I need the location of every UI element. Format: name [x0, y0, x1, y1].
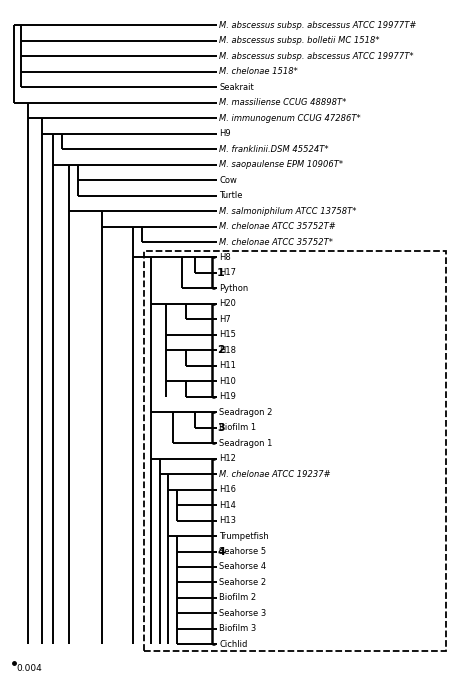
Text: H13: H13	[219, 516, 237, 525]
Text: Turtle: Turtle	[219, 191, 243, 200]
Text: Seadragon 2: Seadragon 2	[219, 407, 273, 417]
Text: H20: H20	[219, 299, 236, 308]
Text: M. chelonae 1518*: M. chelonae 1518*	[219, 67, 298, 76]
Text: H9: H9	[219, 129, 231, 139]
Text: M. saopaulense EPM 10906T*: M. saopaulense EPM 10906T*	[219, 160, 344, 169]
Text: M. abscessus subsp. abscessus ATCC 19977T#: M. abscessus subsp. abscessus ATCC 19977…	[219, 21, 417, 30]
Text: H11: H11	[219, 361, 236, 370]
Text: H17: H17	[219, 268, 237, 278]
Text: Seahorse 4: Seahorse 4	[219, 562, 266, 572]
Text: M. franklinii.DSM 45524T*: M. franklinii.DSM 45524T*	[219, 145, 329, 153]
Text: M. abscessus subsp. abscessus ATCC 19977T*: M. abscessus subsp. abscessus ATCC 19977…	[219, 52, 414, 61]
Text: 2: 2	[217, 346, 225, 355]
Text: 4: 4	[217, 547, 225, 557]
Text: 1: 1	[217, 268, 225, 278]
Text: H10: H10	[219, 377, 236, 386]
Text: M. immunogenum CCUG 47286T*: M. immunogenum CCUG 47286T*	[219, 113, 361, 123]
Text: Python: Python	[219, 284, 248, 293]
Text: H12: H12	[219, 454, 236, 463]
Text: Biofilm 3: Biofilm 3	[219, 625, 256, 634]
Text: 0.004: 0.004	[17, 664, 43, 673]
Text: H8: H8	[219, 253, 231, 262]
Text: M. chelonae ATCC 35752T#: M. chelonae ATCC 35752T#	[219, 222, 336, 231]
Text: 3: 3	[217, 423, 225, 433]
Text: Seahorse 2: Seahorse 2	[219, 578, 266, 587]
Text: Seakrait: Seakrait	[219, 83, 254, 92]
Text: M. chelonae ATCC 19237#: M. chelonae ATCC 19237#	[219, 470, 331, 479]
Text: M. abscessus subsp. bolletii MC 1518*: M. abscessus subsp. bolletii MC 1518*	[219, 37, 380, 45]
Text: H18: H18	[219, 346, 237, 355]
Text: M. massiliense CCUG 48898T*: M. massiliense CCUG 48898T*	[219, 98, 346, 107]
Text: H14: H14	[219, 500, 236, 509]
Text: H15: H15	[219, 331, 236, 340]
Text: Seahorse 3: Seahorse 3	[219, 609, 266, 618]
Text: M. chelonae ATCC 35752T*: M. chelonae ATCC 35752T*	[219, 238, 333, 246]
Text: Cow: Cow	[219, 176, 237, 185]
Text: M. salmoniphilum ATCC 13758T*: M. salmoniphilum ATCC 13758T*	[219, 206, 357, 215]
Text: Cichlid: Cichlid	[219, 640, 248, 649]
Text: H7: H7	[219, 315, 231, 324]
Text: H19: H19	[219, 392, 236, 401]
Text: Biofilm 1: Biofilm 1	[219, 423, 256, 433]
Text: H16: H16	[219, 485, 237, 494]
Text: Trumpetfish: Trumpetfish	[219, 532, 269, 540]
Text: Seadragon 1: Seadragon 1	[219, 439, 273, 447]
Text: Biofilm 2: Biofilm 2	[219, 593, 256, 602]
Text: Seahorse 5: Seahorse 5	[219, 547, 266, 556]
